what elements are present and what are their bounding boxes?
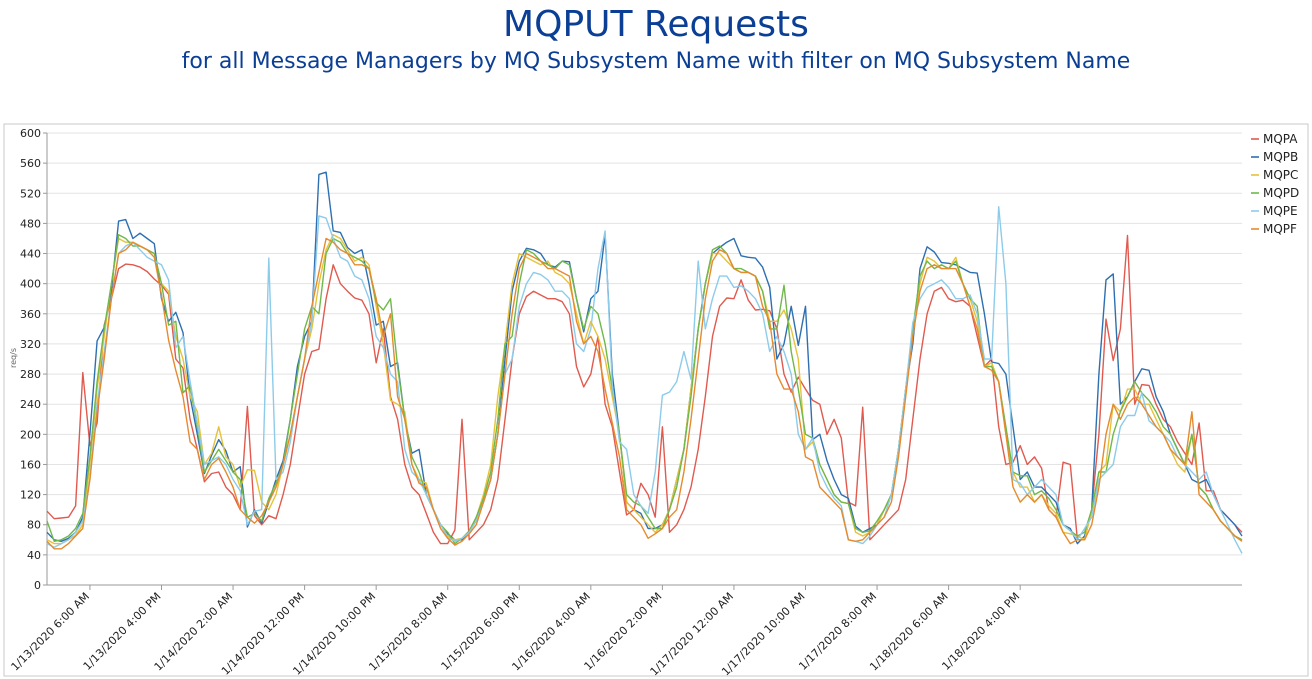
y-tick-label: 440 [20,248,41,261]
chart-subtitle: for all Message Managers by MQ Subsystem… [181,49,1131,74]
legend-label-mqpe: MQPE [1263,204,1298,218]
y-axis-label: req/s [9,348,18,368]
series-line-mqpf [46,237,1243,550]
series-lines [46,171,1243,554]
x-tick-label: 1/15/2020 6:00 PM [438,590,521,673]
x-tick-label: 1/13/2020 6:00 AM [9,590,93,674]
y-tick-label: 320 [20,338,41,351]
y-tick-label: 560 [20,157,41,170]
chart-frame [3,123,1309,677]
gridlines [47,132,1242,586]
x-tick-label: 1/17/2020 8:00 PM [796,590,879,673]
legend: MQPA MQPB MQPC MQPD MQPE MQPF [1251,132,1299,236]
series-line-mqpa [46,234,1243,545]
legend-label-mqpf: MQPF [1263,222,1297,236]
y-tick-label: 520 [20,187,41,200]
y-tick-label: 280 [20,368,41,381]
y-tick-label: 400 [20,278,41,291]
y-tick-label: 360 [20,308,41,321]
legend-label-mqpa: MQPA [1263,132,1298,146]
x-tick-label: 1/15/2020 8:00 AM [366,590,450,674]
legend-label-mqpc: MQPC [1263,168,1298,182]
x-tick-label: 1/13/2020 4:00 PM [81,590,164,673]
y-tick-label: 40 [27,549,41,562]
y-tick-label: 80 [27,519,41,532]
x-tick-label: 1/14/2020 10:00 PM [290,590,378,678]
series-line-mqpd [46,233,1243,545]
x-axis: 1/13/2020 6:00 AM1/13/2020 4:00 PM1/14/2… [9,585,1022,678]
y-tick-label: 120 [20,489,41,502]
x-tick-label: 1/18/2020 6:00 AM [867,590,951,674]
y-tick-label: 0 [34,579,41,592]
y-axis: 0 40 80 120 160 200 240 280 320 360 400 440 480 520 56… [20,127,48,592]
legend-label-mqpb: MQPB [1263,150,1298,164]
x-tick-label: 1/18/2020 4:00 PM [939,590,1022,673]
x-tick-label: 1/17/2020 10:00 AM [719,590,807,678]
y-tick-label: 160 [20,458,41,471]
chart-title: MQPUT Requests [503,4,809,45]
x-tick-label: 1/16/2020 2:00 PM [582,590,665,673]
y-tick-label: 480 [20,217,41,230]
y-tick-label: 240 [20,398,41,411]
x-tick-label: 1/16/2020 4:00 AM [509,590,593,674]
legend-label-mqpd: MQPD [1263,186,1299,200]
series-line-mqpe [46,206,1243,554]
y-tick-label: 200 [20,428,41,441]
series-line-mqpc [46,233,1243,545]
y-tick-label: 600 [20,127,41,140]
x-tick-label: 1/14/2020 2:00 AM [152,590,236,674]
